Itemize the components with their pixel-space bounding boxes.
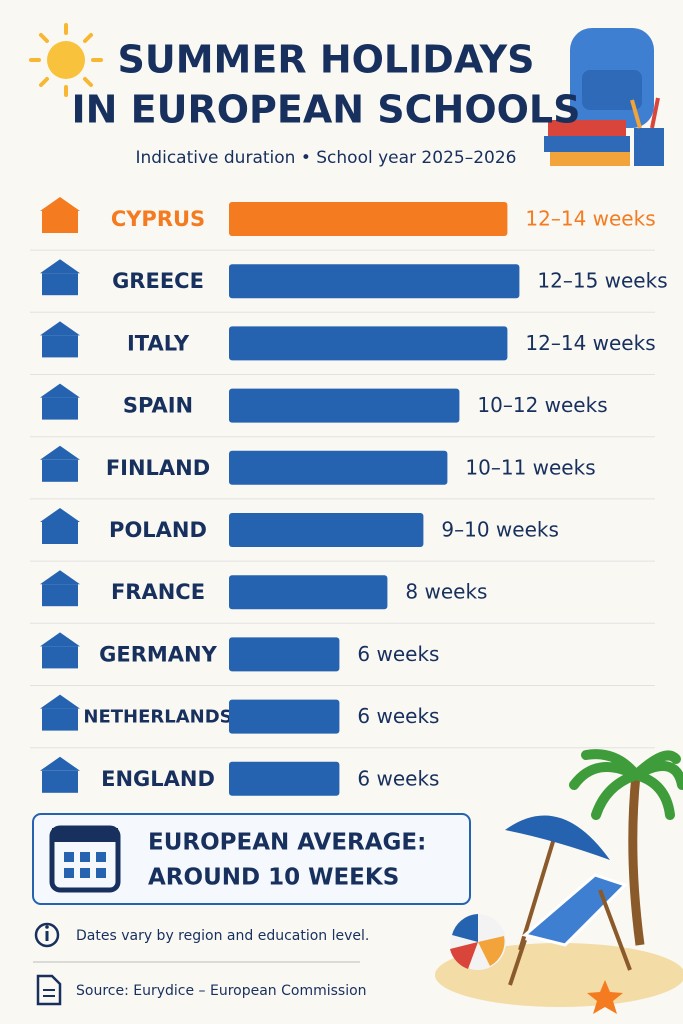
bar bbox=[229, 326, 508, 361]
value-label: 10–11 weeks bbox=[465, 455, 595, 479]
icon-part bbox=[40, 756, 80, 771]
value-label: 8 weeks bbox=[405, 580, 487, 604]
note: Dates vary by region and education level… bbox=[76, 928, 369, 944]
country-label: FRANCE bbox=[111, 580, 205, 604]
icon-part bbox=[42, 584, 78, 607]
bar bbox=[229, 699, 340, 734]
country-icon bbox=[40, 756, 80, 793]
title: IN EUROPEAN SCHOOLS bbox=[71, 88, 580, 132]
bar bbox=[229, 637, 340, 672]
icon-part bbox=[42, 522, 78, 544]
bar bbox=[229, 761, 340, 796]
icon-part bbox=[42, 273, 78, 296]
country-label: ENGLAND bbox=[101, 767, 215, 791]
beach-illustration bbox=[435, 749, 683, 1014]
country-icon bbox=[40, 570, 80, 607]
value-label: 6 weeks bbox=[357, 766, 439, 790]
summary-text: EUROPEAN AVERAGE: bbox=[148, 830, 426, 856]
value-label: 12–14 weeks bbox=[525, 207, 655, 231]
country-icon bbox=[40, 508, 80, 544]
icon-part bbox=[42, 646, 78, 669]
backpack-icon bbox=[544, 28, 664, 166]
country-icon bbox=[40, 259, 80, 296]
icon-part bbox=[42, 211, 78, 233]
icon-part bbox=[40, 259, 80, 274]
country-label: CYPRUS bbox=[111, 207, 205, 231]
bar bbox=[229, 450, 448, 485]
icon-part bbox=[40, 694, 80, 709]
subtitle: Indicative duration • School year 2025–2… bbox=[136, 148, 517, 168]
document-icon bbox=[36, 974, 62, 1006]
value-label: 12–15 weeks bbox=[537, 269, 667, 293]
icon-part bbox=[42, 459, 78, 482]
country-icon bbox=[40, 197, 80, 233]
country-label: POLAND bbox=[109, 518, 207, 542]
icon-part bbox=[42, 770, 78, 793]
country-label: GREECE bbox=[112, 269, 204, 293]
country-label: NETHERLANDS bbox=[83, 707, 232, 728]
icon-part bbox=[40, 383, 80, 398]
country-icon bbox=[40, 383, 80, 420]
value-label: 12–14 weeks bbox=[525, 331, 655, 355]
bar bbox=[229, 575, 388, 610]
country-icon bbox=[40, 694, 80, 731]
bar bbox=[229, 388, 460, 423]
icon-part bbox=[40, 570, 80, 585]
value-label: 6 weeks bbox=[357, 704, 439, 728]
icon-part bbox=[40, 321, 80, 336]
sun-icon bbox=[29, 23, 103, 97]
icon-part bbox=[40, 197, 80, 211]
icon-part bbox=[42, 397, 78, 420]
icon-part bbox=[40, 632, 80, 647]
icon-part bbox=[42, 335, 78, 358]
country-icon bbox=[40, 321, 80, 358]
country-label: GERMANY bbox=[99, 642, 217, 666]
bar bbox=[229, 264, 520, 299]
country-label: ITALY bbox=[127, 331, 190, 355]
calendar-icon bbox=[49, 825, 121, 893]
summary-text: AROUND 10 WEEKS bbox=[148, 865, 399, 891]
title: SUMMER HOLIDAYS bbox=[118, 38, 535, 82]
value-label: 6 weeks bbox=[357, 642, 439, 666]
country-icon bbox=[40, 445, 80, 482]
bar bbox=[229, 202, 508, 236]
bar bbox=[229, 513, 424, 547]
icon-part bbox=[40, 445, 80, 460]
value-label: 10–12 weeks bbox=[477, 393, 607, 417]
value-label: 9–10 weeks bbox=[441, 518, 559, 542]
icon-part bbox=[42, 708, 78, 731]
summary-box bbox=[32, 813, 471, 905]
note: Source: Eurydice – European Commission bbox=[76, 983, 367, 999]
icon-part bbox=[40, 508, 80, 522]
chart: CYPRUS 12–14 weeks GREECE 12–15 weeks ITALY 1… bbox=[30, 197, 668, 796]
country-label: FINLAND bbox=[106, 456, 210, 480]
country-label: SPAIN bbox=[123, 394, 193, 418]
info-icon bbox=[34, 922, 60, 948]
country-icon bbox=[40, 632, 80, 669]
